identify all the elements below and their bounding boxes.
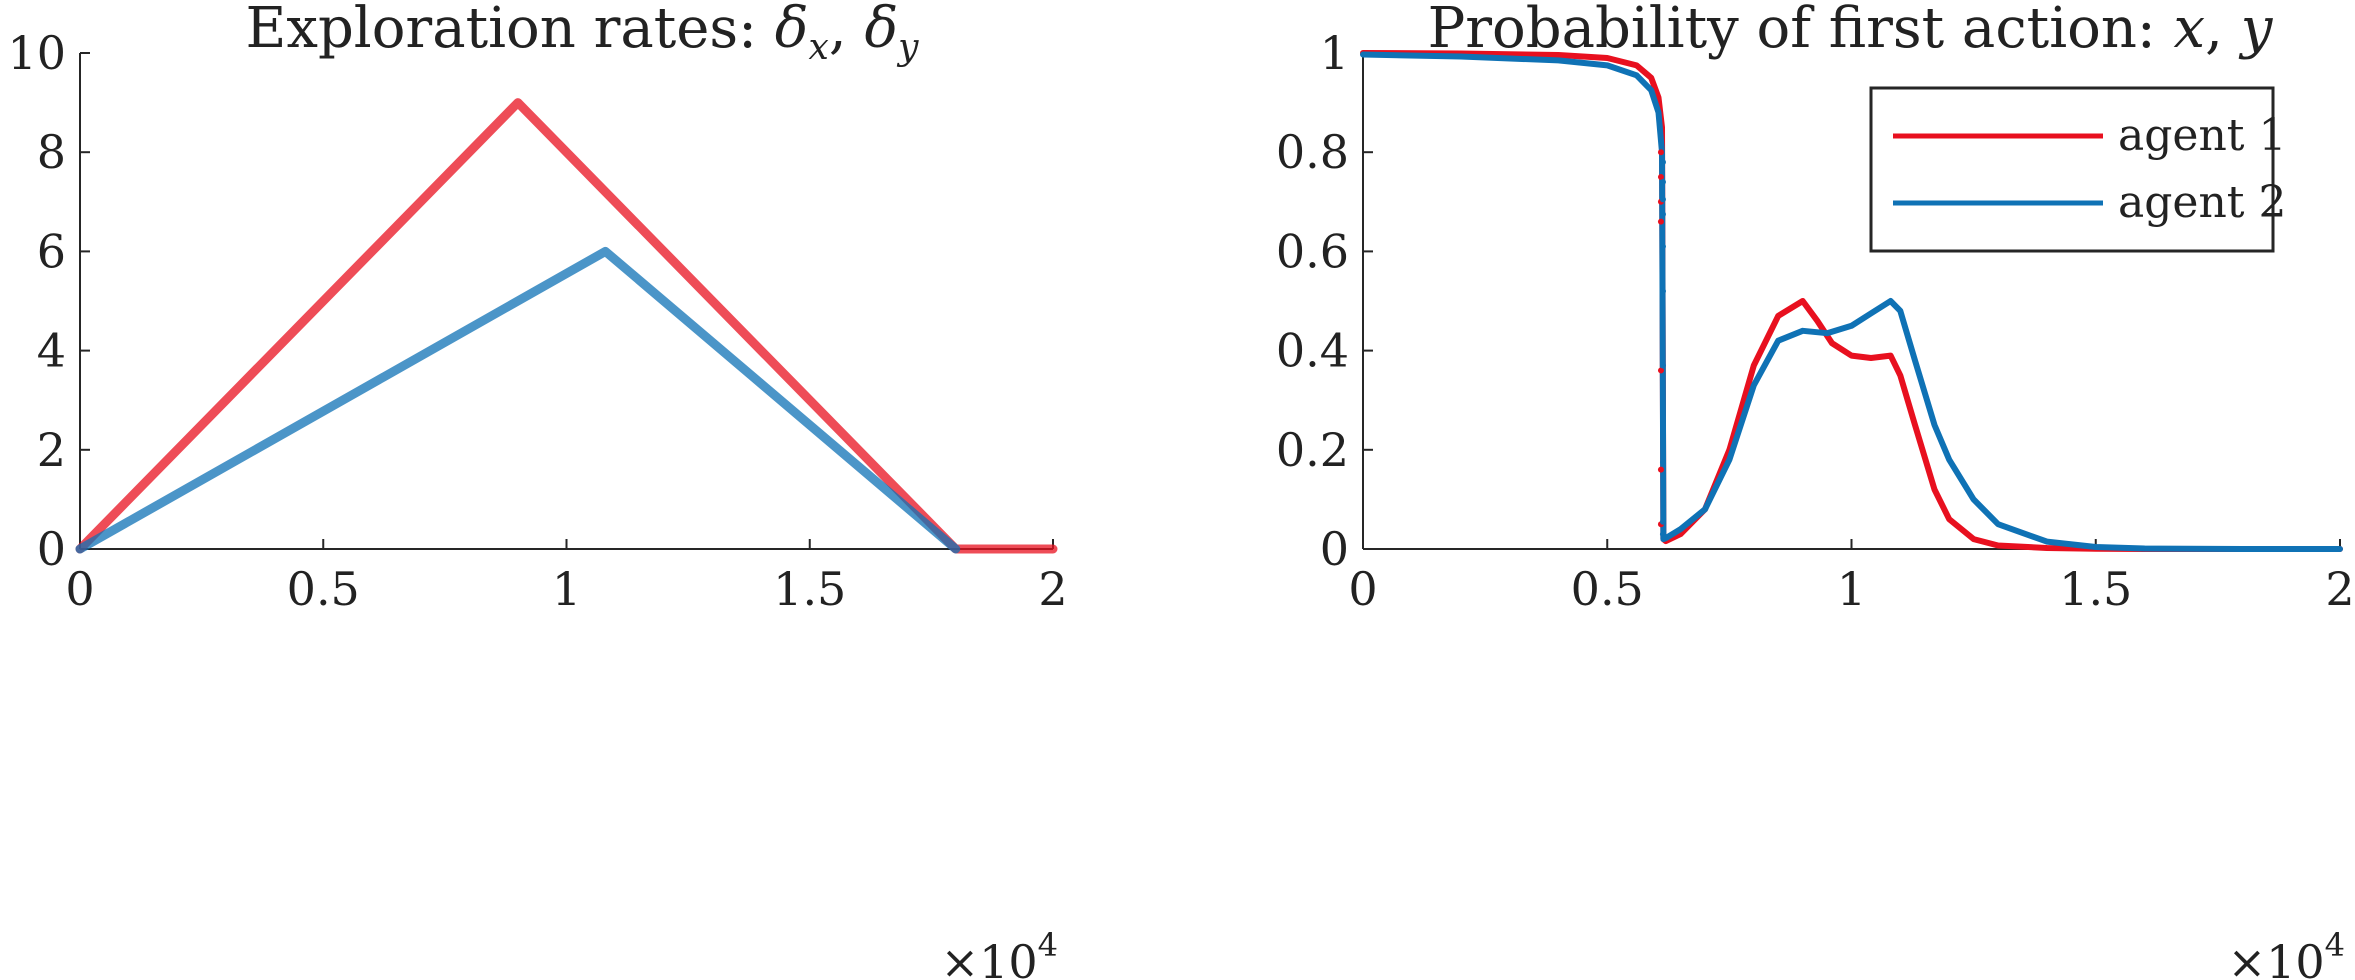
legend-label-agent-1: agent 1: [2118, 110, 2286, 161]
first-action-probability-chart: Probability of first action: x, y 0 0.5 1 1…: [1276, 0, 2355, 980]
series-line-2: [75, 246, 961, 554]
x-tick-label: 0: [1348, 562, 1377, 616]
series-line-1: [75, 98, 1058, 554]
x-tick-label: 0.5: [1571, 562, 1644, 616]
transition-point-2: [1659, 159, 1666, 166]
chart-title: Probability of first action: x, y: [1428, 0, 2274, 61]
transition-point-2: [1659, 243, 1666, 250]
x-tick-label: 2: [2325, 562, 2354, 616]
x-tick-label: 1.5: [2059, 562, 2132, 616]
series-line-2: [1360, 51, 2343, 552]
legend-label-agent-2: agent 2: [2118, 177, 2286, 228]
y-tick-label: 0.6: [1276, 224, 1349, 278]
y-tick-label: 0.8: [1276, 125, 1349, 179]
x-tick-label: 0.5: [287, 562, 360, 616]
y-tick-label: 0: [37, 522, 66, 576]
transition-point-2: [1659, 362, 1666, 369]
transition-point-1: [1657, 466, 1664, 473]
legend-box: [1869, 86, 2275, 253]
exploration-rates-chart: Exploration rates: δx, δy 0 0.5 1 1.5 2 0 2 4 6…: [7, 0, 1067, 980]
transition-point-2: [1659, 459, 1666, 466]
axes: [79, 52, 1054, 550]
legend: agent 1 agent 2: [1869, 86, 2286, 253]
y-tick-label: 8: [37, 125, 66, 179]
transition-point-2: [1659, 531, 1666, 538]
y-tick-label: 0.2: [1276, 423, 1349, 477]
x-scale-factor: ×104: [2228, 926, 2345, 980]
transition-point-2: [1659, 288, 1666, 295]
y-tick-labels: 0 0.2 0.4 0.6 0.8 1: [1276, 26, 1349, 576]
transition-point-2: [1659, 211, 1666, 218]
transition-point-2: [1659, 196, 1666, 203]
x-scale-factor: ×104: [941, 926, 1058, 980]
transition-point-1: [1657, 367, 1664, 374]
plot-lines: [75, 98, 1058, 554]
x-tick-labels: 0 0.5 1 1.5 2: [65, 562, 1067, 616]
transition-point-1: [1657, 174, 1664, 180]
y-tick-label: 1: [1320, 26, 1349, 80]
y-tick-label: 4: [37, 324, 66, 378]
x-tick-label: 1.5: [773, 562, 846, 616]
transition-point-2: [1659, 518, 1666, 525]
x-tick-label: 2: [1038, 562, 1067, 616]
y-tick-label: 6: [37, 224, 66, 278]
x-tick-label: 1: [1837, 562, 1866, 616]
series-line-1: [1360, 50, 2343, 552]
transition-point-1: [1657, 218, 1664, 225]
y-tick-labels: 0 2 4 6 8 10: [7, 26, 66, 576]
x-tick-label: 0: [65, 562, 94, 616]
x-tick-labels: 0 0.5 1 1.5 2: [1348, 562, 2354, 616]
y-tick-label: 10: [7, 26, 66, 80]
chart-title: Exploration rates: δx, δy: [246, 0, 920, 68]
y-tick-label: 0: [1320, 522, 1349, 576]
plot-lines: [1360, 50, 2343, 552]
transition-point-1: [1657, 149, 1664, 156]
transition-points: [1657, 149, 1666, 538]
x-tick-label: 1: [552, 562, 581, 616]
y-tick-label: 0.4: [1276, 324, 1349, 378]
transition-point-2: [1659, 178, 1666, 185]
y-tick-label: 2: [37, 423, 66, 477]
